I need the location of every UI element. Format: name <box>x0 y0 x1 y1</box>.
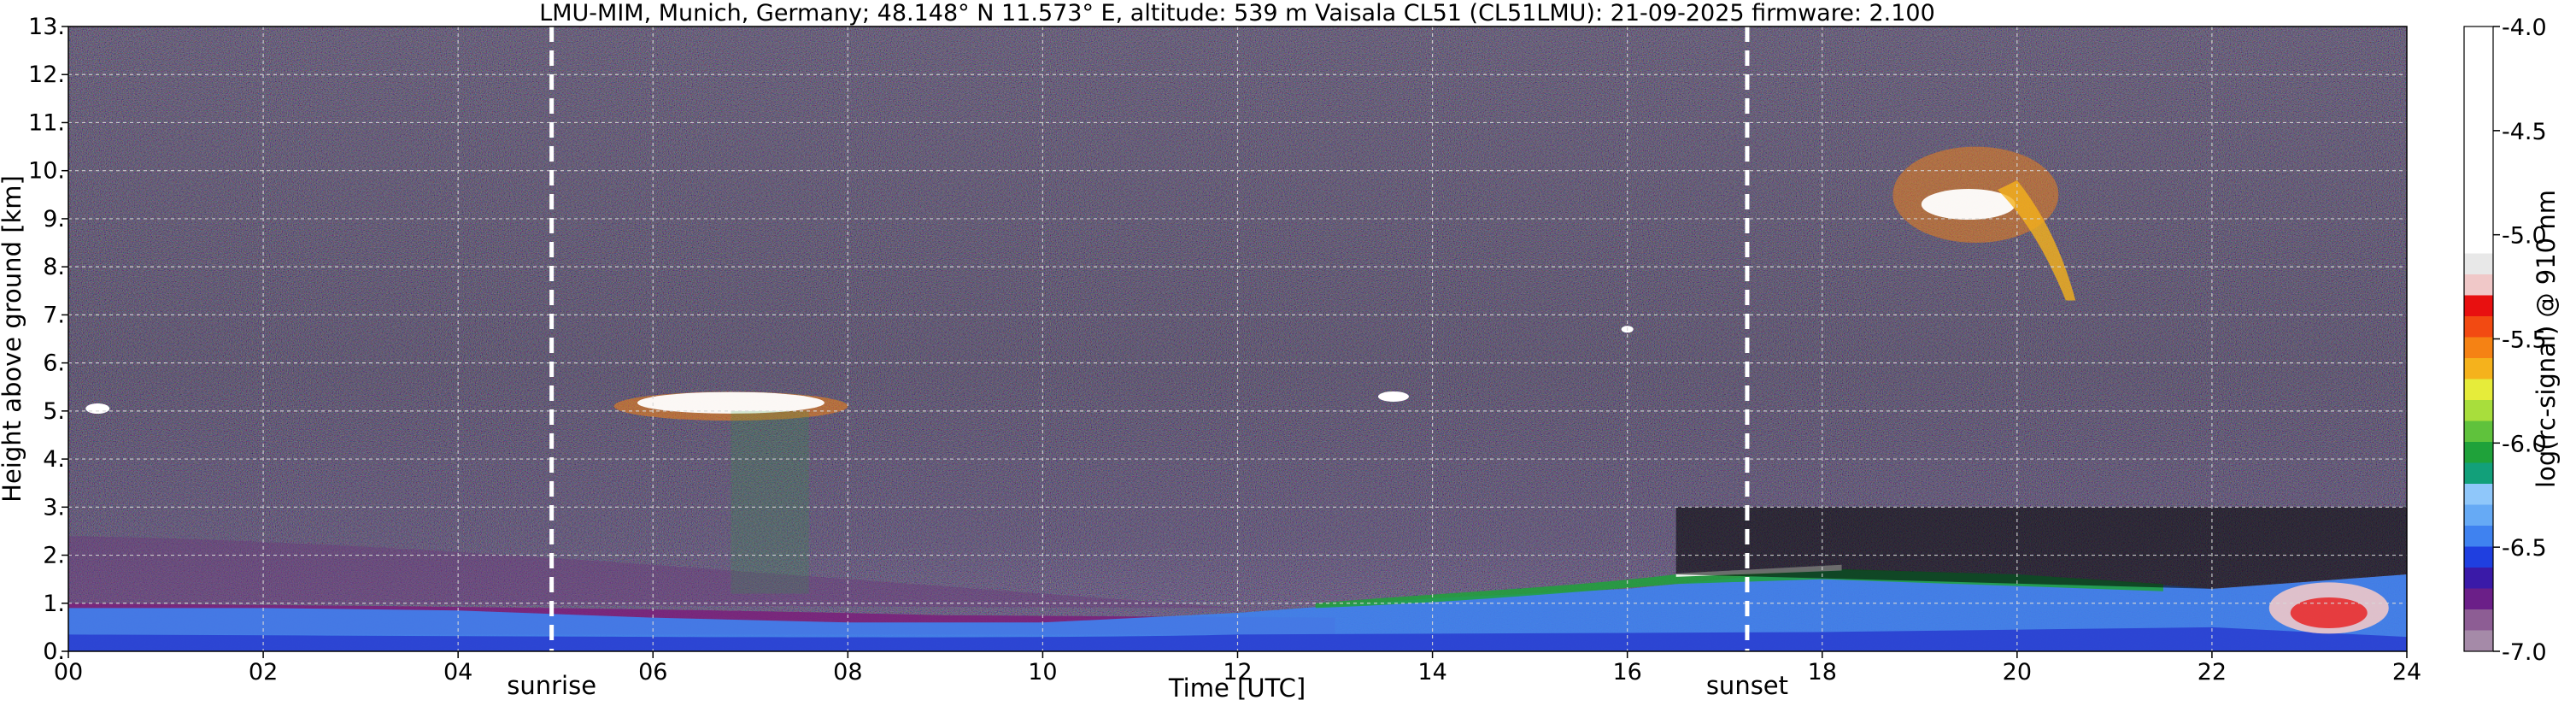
y-tick-label: 12. <box>28 62 65 88</box>
y-tick-label: 4. <box>43 446 65 473</box>
x-tick-label: 16 <box>1612 659 1641 685</box>
y-tick-label: 6. <box>43 350 65 377</box>
cirrus-fallstreak <box>1998 179 2076 301</box>
clear-air-region <box>1675 507 2407 589</box>
x-tick-label: 12 <box>1223 659 1252 685</box>
y-tick-label: 3. <box>43 494 65 521</box>
colorbar-tick-label: -4.5 <box>2502 119 2547 145</box>
colorbar-label: log(rc-signal) @ 910 nm <box>2532 190 2561 488</box>
y-tick-label: 5. <box>43 398 65 425</box>
y-tick-label: 13. <box>28 14 65 40</box>
grid <box>68 26 2407 651</box>
sunrise-label: sunrise <box>507 671 596 700</box>
colorbar-tick-label: -5.5 <box>2502 327 2547 354</box>
colorbar-tick-label: -5.0 <box>2502 223 2547 250</box>
small-cloud <box>85 403 110 415</box>
x-axis-label: Time [UTC] <box>1168 674 1306 703</box>
y-tick-label: 8. <box>43 254 65 280</box>
y-tick-label: 7. <box>43 302 65 328</box>
x-tick-label: 10 <box>1028 659 1057 685</box>
y-tick-label: 2. <box>43 543 65 569</box>
altocumulus-cloud <box>637 391 824 414</box>
x-tick-label: 18 <box>1808 659 1837 685</box>
x-tick-label: 06 <box>638 659 667 685</box>
cirrus-cloud <box>1921 189 2016 221</box>
sunset-label: sunset <box>1706 671 1788 700</box>
x-axis: 00 02 04 06 08 10 12 14 16 18 20 22 24 <box>54 651 2421 685</box>
colorbar-tick-label: -4.0 <box>2502 15 2547 41</box>
residual-layer-haze <box>68 536 1238 609</box>
colorbar-tick-label: -6.0 <box>2502 431 2547 457</box>
low-cloud-core <box>2290 597 2368 629</box>
annotations: sunrise sunset <box>507 671 1788 700</box>
chart-title: LMU-MIM, Munich, Germany; 48.148° N 11.5… <box>539 0 1935 26</box>
y-tick-label: 10. <box>28 158 65 185</box>
plot-area <box>68 26 2407 651</box>
y-tick-label: 1. <box>43 591 65 617</box>
colorbar-ticks: -4.0 -4.5 -5.0 -5.5 -6.0 -6.5 -7.0 <box>2493 15 2547 666</box>
y-axis: 0. 1. 2. 3. 4. 5. 6. 7. 8. 9. 10. 11. 12. 13. <box>28 14 68 665</box>
x-tick-label: 02 <box>249 659 278 685</box>
x-tick-label: 20 <box>2003 659 2032 685</box>
x-tick-label: 22 <box>2198 659 2227 685</box>
x-tick-label: 04 <box>443 659 472 685</box>
x-tick-label: 14 <box>1417 659 1446 685</box>
y-tick-label: 11. <box>28 109 65 136</box>
sun-markers <box>549 26 1750 651</box>
y-tick-label: 9. <box>43 206 65 232</box>
y-axis-label: Height above ground [km] <box>0 175 26 503</box>
colorbar-tick-label: -6.5 <box>2502 535 2547 562</box>
colorbar-scale <box>2463 26 2494 652</box>
small-cloud <box>1377 391 1409 402</box>
x-tick-label: 24 <box>2392 659 2421 685</box>
precip-fallstreak <box>731 410 809 594</box>
x-tick-label: 08 <box>833 659 862 685</box>
y-tick-label: 0. <box>43 638 65 665</box>
x-tick-label: 00 <box>54 659 83 685</box>
colorbar: -4.0 -4.5 -5.0 -5.5 -6.0 -6.5 -7.0 log(rc-sign… <box>2463 15 2561 666</box>
colorbar-tick-label: -7.0 <box>2502 639 2547 666</box>
